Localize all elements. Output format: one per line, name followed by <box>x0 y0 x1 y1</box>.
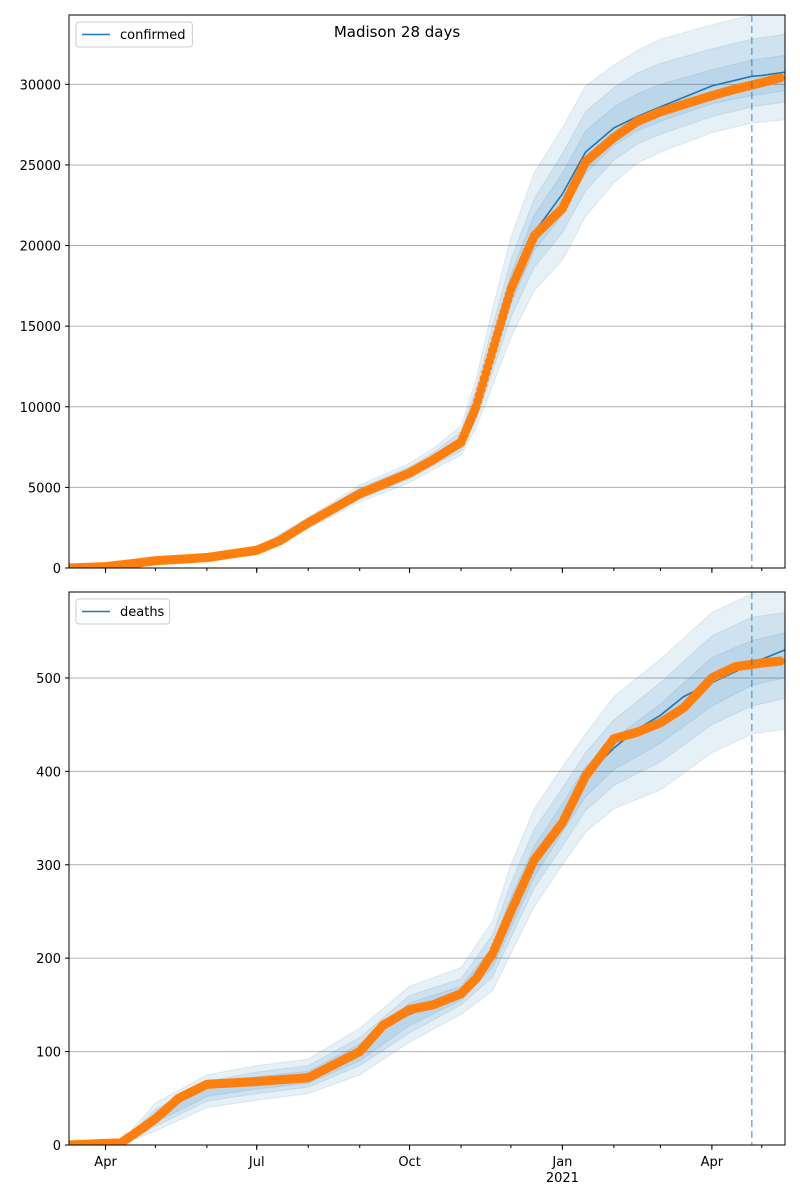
observed-point <box>775 73 785 83</box>
y-tick-label: 30000 <box>20 78 61 93</box>
uncertainty-band <box>69 15 785 568</box>
y-tick-label: 20000 <box>20 240 61 255</box>
axes-frame <box>68 14 786 569</box>
uncertainty-band <box>69 593 785 1145</box>
y-tick-label: 200 <box>36 952 61 967</box>
y-tick-label: 15000 <box>20 320 61 335</box>
deaths-panel: 0 100 200 300 400 500 Apr Jul Oct Jan Apr 2021 death… <box>36 591 786 1186</box>
y-tick-label: 100 <box>36 1046 61 1061</box>
plot-area <box>69 593 785 1145</box>
x-tick-label: Apr <box>94 1155 117 1170</box>
y-tick-label: 0 <box>53 1139 61 1154</box>
x-tick-label: Jan <box>551 1155 572 1170</box>
y-tick-label: 500 <box>36 672 61 687</box>
observed-point <box>775 656 785 666</box>
legend-label: deaths <box>120 605 165 620</box>
legend: confirmed <box>75 21 193 48</box>
confirmed-panel: 0 5000 10000 15000 20000 25000 30000 confirmed <box>20 14 786 577</box>
legend-box <box>75 21 193 48</box>
y-tick-label: 5000 <box>28 481 61 496</box>
x-year-label: 2021 <box>546 1171 579 1186</box>
forecast-line <box>751 71 785 78</box>
x-tick-label: Oct <box>398 1155 420 1170</box>
axes-frame <box>68 591 786 1146</box>
y-tick-label: 0 <box>53 562 61 577</box>
legend-box <box>75 598 171 625</box>
x-tick-label: Jul <box>248 1155 265 1170</box>
x-tick-label: Apr <box>701 1155 724 1170</box>
y-tick-label: 300 <box>36 859 61 874</box>
y-tick-label: 25000 <box>20 159 61 174</box>
y-tick-label: 10000 <box>20 401 61 416</box>
plot-area <box>69 15 785 568</box>
legend-label: confirmed <box>120 28 186 43</box>
uncertainty-band <box>69 33 785 568</box>
legend: deaths <box>75 598 171 625</box>
y-tick-label: 400 <box>36 765 61 780</box>
chart-title: Madison 28 days <box>334 23 461 41</box>
